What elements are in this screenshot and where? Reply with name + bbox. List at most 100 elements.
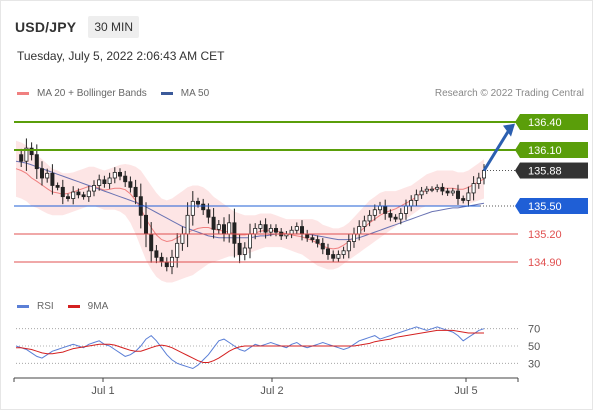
candle-body xyxy=(481,170,486,179)
candle-body xyxy=(190,200,195,216)
candle-body xyxy=(325,248,330,255)
candle-body xyxy=(201,203,206,211)
candle-body xyxy=(123,175,128,183)
candle-body xyxy=(450,190,455,194)
level-label-136-10: 136.10 xyxy=(528,145,562,157)
level-tag-pointer xyxy=(515,142,520,158)
candle-body xyxy=(154,250,159,258)
candle-body xyxy=(175,242,180,258)
candle-body xyxy=(414,194,419,201)
candle-body xyxy=(289,229,294,235)
candle-body xyxy=(40,168,45,179)
candle-body xyxy=(357,226,362,235)
candle-body xyxy=(310,237,315,241)
candle-body xyxy=(232,222,237,244)
candle-body xyxy=(331,254,336,259)
candle-body xyxy=(351,233,356,242)
legend-rsi-label: RSI xyxy=(37,301,54,312)
candle-body xyxy=(455,190,460,199)
candle-body xyxy=(242,247,247,255)
candle-body xyxy=(128,181,133,188)
rsi-swatch-icon xyxy=(17,305,29,308)
level-tag-136-40 xyxy=(520,114,588,130)
level-tag-135-50 xyxy=(520,198,588,214)
forecast-arrow-icon xyxy=(482,130,510,172)
candle-body xyxy=(55,185,60,188)
candle-body xyxy=(346,241,351,252)
bollinger-swatch-icon xyxy=(17,92,29,95)
candle-body xyxy=(24,147,29,162)
candle-body xyxy=(377,205,382,211)
candle-body xyxy=(383,205,388,214)
candle-body xyxy=(466,192,471,201)
candle-body xyxy=(81,194,86,198)
candle-body xyxy=(107,177,112,184)
candle-body xyxy=(409,199,414,207)
candle-body xyxy=(133,186,138,198)
candle-body xyxy=(45,172,50,179)
bollinger-band-fill xyxy=(16,140,484,283)
ma50-swatch-icon xyxy=(160,92,173,95)
candle-body xyxy=(424,188,429,192)
candle-body xyxy=(97,179,102,186)
legend-bollinger-label: MA 20 + Bollinger Bands xyxy=(37,88,147,99)
candle-body xyxy=(367,214,372,222)
candle-body xyxy=(253,227,258,235)
level-label-135-20: 135.20 xyxy=(528,229,562,241)
instrument-label: USD/JPY xyxy=(15,19,77,35)
candle-body xyxy=(247,233,252,249)
legend-rsi-ma-label: 9MA xyxy=(87,301,109,312)
candle-body xyxy=(393,216,398,220)
candle-body xyxy=(419,190,424,196)
level-tag-pointer xyxy=(515,162,520,179)
candle-body xyxy=(471,183,476,194)
level-label-135-88: 135.88 xyxy=(528,166,562,178)
forecast-arrowhead-icon xyxy=(503,123,515,137)
candle-body xyxy=(299,226,304,235)
timeframe-button[interactable]: 30 MIN xyxy=(88,16,139,38)
candle-body xyxy=(237,242,242,255)
level-label-134-90: 134.90 xyxy=(528,257,562,269)
candle-body xyxy=(445,190,450,194)
candle-body xyxy=(50,172,55,186)
legend-ma50-label: MA 50 xyxy=(180,88,210,99)
candle-body xyxy=(159,256,164,263)
candle-body xyxy=(315,239,320,244)
candle-body xyxy=(29,147,34,156)
candle-body xyxy=(398,213,403,220)
rsi-tick-label: 50 xyxy=(528,341,540,353)
x-tick-label: Jul 1 xyxy=(91,385,114,397)
candle-body xyxy=(185,214,190,235)
candle-body xyxy=(320,242,325,250)
candle-body xyxy=(216,224,221,230)
candle-body xyxy=(268,227,273,233)
legend-rsi-ma: 9MA xyxy=(67,301,109,312)
candle-body xyxy=(211,216,216,230)
candle-body xyxy=(388,213,393,218)
rsi-tick-label: 70 xyxy=(528,324,540,336)
candle-body xyxy=(118,171,123,177)
legend-ma50: MA 50 xyxy=(160,88,210,99)
candle-body xyxy=(435,186,440,190)
rsi-ma-swatch-icon xyxy=(67,305,80,308)
candle-body xyxy=(195,200,200,205)
rsi-legend: RSI 9MA xyxy=(17,301,122,312)
candle-body xyxy=(294,226,299,231)
candle-body xyxy=(372,209,377,216)
candle-body xyxy=(227,222,232,235)
candle-body xyxy=(180,233,185,244)
level-tag-pointer xyxy=(515,198,520,214)
candle-body xyxy=(92,185,97,192)
candle-body xyxy=(403,205,408,214)
chart-header: USD/JPY 30 MIN xyxy=(15,15,139,39)
rsi-tick-label: 30 xyxy=(528,358,540,370)
candle-body xyxy=(76,191,81,196)
candle-body xyxy=(305,233,310,239)
chart-timestamp: Tuesday, July 5, 2022 2:06:43 AM CET xyxy=(17,49,225,63)
legend-bollinger: MA 20 + Bollinger Bands xyxy=(17,88,147,99)
x-tick-label: Jul 5 xyxy=(454,385,477,397)
candle-body xyxy=(221,224,226,235)
candle-body xyxy=(429,188,434,191)
level-label-136-40: 136.40 xyxy=(528,117,562,129)
